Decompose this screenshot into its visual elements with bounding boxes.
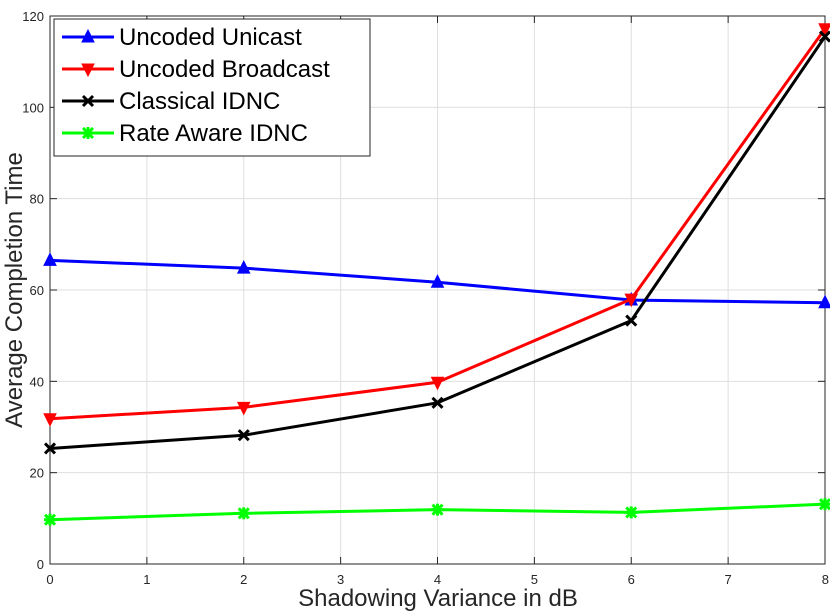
data-point (237, 429, 250, 442)
series-uncoded-broadcast (43, 23, 830, 427)
legend-label: Rate Aware IDNC (119, 120, 308, 147)
legend-label: Uncoded Unicast (119, 24, 302, 51)
data-point (43, 252, 57, 266)
marker-stroke (431, 396, 444, 409)
x-tick-label: 5 (531, 572, 538, 587)
series-rate-aware-idnc (43, 498, 830, 526)
x-tick-label: 1 (143, 572, 150, 587)
legend-marker (81, 28, 95, 43)
data-point (818, 294, 830, 309)
legend-marker (81, 94, 95, 108)
marker-stroke (818, 30, 830, 43)
y-tick-label: 100 (22, 100, 44, 115)
legend-label: Classical IDNC (119, 88, 280, 115)
legend-item: Classical IDNC (62, 88, 280, 115)
data-point (236, 401, 251, 416)
data-point (43, 442, 57, 455)
x-tick-label: 0 (46, 572, 53, 587)
series-classical-idnc (43, 30, 830, 455)
legend: Uncoded Unicast Uncoded Broadcast Classica… (53, 18, 371, 157)
legend-item: Uncoded Broadcast (62, 56, 330, 83)
y-tick-label: 60 (30, 283, 44, 298)
x-axis-label: Shadowing Variance in dB (298, 585, 578, 611)
y-tick-label: 20 (30, 466, 44, 481)
legend-item: Rate Aware IDNC (62, 120, 308, 147)
legend-marker (81, 126, 95, 140)
axes (49, 15, 826, 565)
legend-label: Uncoded Broadcast (119, 56, 330, 83)
legend-item: Uncoded Unicast (62, 24, 302, 51)
y-tick-label: 80 (30, 192, 44, 207)
marker-stroke (625, 314, 638, 327)
data-point (431, 503, 444, 516)
x-tick-label: 6 (628, 572, 635, 587)
data-point (430, 376, 445, 391)
data-point (237, 507, 250, 520)
marker-stroke (43, 442, 57, 455)
data-point (818, 30, 830, 43)
data-point (818, 23, 830, 37)
marker-stroke (81, 94, 95, 108)
data-point (818, 498, 830, 511)
data-point (624, 293, 639, 308)
series-group (43, 23, 830, 526)
y-tick-label: 40 (30, 374, 44, 389)
x-tick-label: 7 (725, 572, 732, 587)
data-point (43, 413, 57, 427)
marker-stroke (237, 429, 250, 442)
data-point (236, 259, 251, 274)
data-point (625, 314, 638, 327)
legend-marker (81, 63, 95, 78)
x-tick-label: 2 (240, 572, 247, 587)
data-point (430, 274, 445, 288)
data-point (43, 513, 57, 526)
y-tick-label: 120 (22, 9, 44, 24)
x-tick-label: 4 (434, 572, 441, 587)
data-point (431, 396, 444, 409)
x-tick-label: 8 (822, 572, 829, 587)
y-axis-label: Average Completion Time (1, 152, 28, 428)
y-tick-label: 0 (37, 557, 44, 572)
data-point (625, 506, 638, 519)
x-tick-label: 3 (337, 572, 344, 587)
